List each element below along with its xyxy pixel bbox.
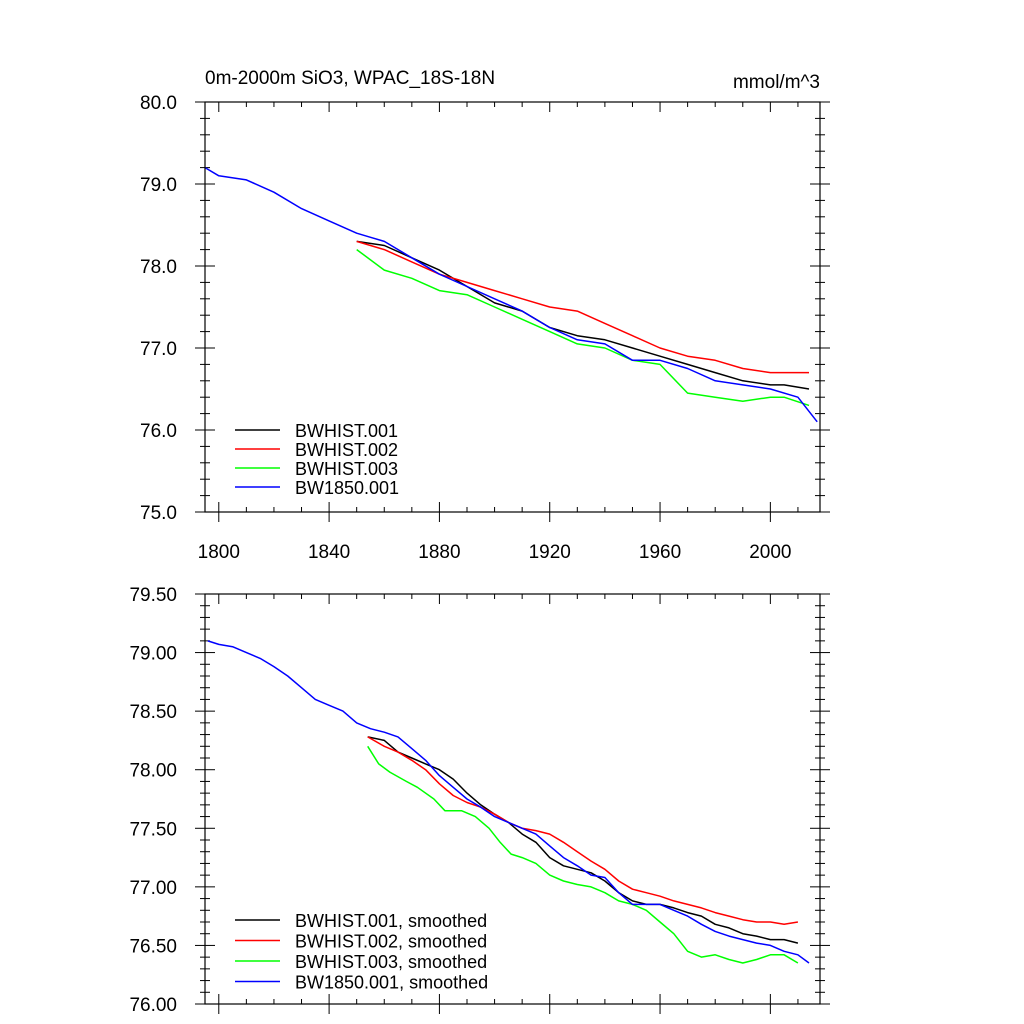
- bottom-panel: 76.00 76.50 77.00 77.50 78.00 78.50 79.00 79.50…: [129, 585, 830, 1016]
- bottom-legend-label: BW1850.001, smoothed: [295, 973, 488, 993]
- top-ytick-label: 79.0: [140, 175, 177, 196]
- top-legend-label: BWHIST.001: [295, 421, 398, 441]
- top-ytick-label: 75.0: [140, 503, 177, 524]
- bottom-ticks: 76.00 76.50 77.00 77.50 78.00 78.50 79.00 79.50: [129, 585, 830, 1016]
- top-legend-label: BWHIST.002: [295, 440, 398, 460]
- bottom-ytick-label: 78.50: [129, 702, 177, 723]
- top-legend-label: BWHIST.003: [295, 459, 398, 479]
- bottom-ytick-label: 76.50: [129, 936, 177, 957]
- top-xtick-label: 1880: [418, 542, 460, 563]
- top-ytick-label: 77.0: [140, 339, 177, 360]
- top-series-line: [204, 166, 818, 423]
- bottom-legend-label: BWHIST.002, smoothed: [295, 932, 487, 952]
- top-plot-frame: [204, 101, 821, 513]
- top-series-line: [356, 240, 809, 374]
- top-series-line: [356, 240, 810, 390]
- bottom-legend-label: BWHIST.003, smoothed: [295, 952, 487, 972]
- top-ytick-label: 76.0: [140, 421, 177, 442]
- bottom-legend-label: BWHIST.001, smoothed: [295, 911, 487, 931]
- bottom-plot-frame: [204, 593, 821, 1005]
- top-series: [204, 166, 818, 423]
- top-xtick-label: 2000: [749, 542, 791, 563]
- top-series-line: [356, 248, 810, 407]
- bottom-ytick-label: 77.50: [129, 819, 177, 840]
- top-ytick-label: 78.0: [140, 257, 177, 278]
- bottom-ytick-label: 78.00: [129, 761, 177, 782]
- bottom-series: [207, 640, 810, 964]
- top-xtick-label: 1920: [529, 542, 571, 563]
- bottom-series-line: [367, 745, 799, 964]
- top-units: mmol/m^3: [733, 72, 820, 93]
- top-title: 0m-2000m SiO3, WPAC_18S-18N: [205, 68, 495, 89]
- top-legend-label: BW1850.001: [295, 478, 399, 498]
- bottom-series-line: [367, 736, 799, 926]
- bottom-ytick-label: 79.50: [129, 585, 177, 606]
- top-xtick-label: 1960: [639, 542, 681, 563]
- bottom-ytick-label: 76.00: [129, 995, 177, 1016]
- top-panel: 0m-2000m SiO3, WPAC_18S-18N mmol/m^3 180…: [140, 68, 830, 563]
- top-xtick-label: 1800: [198, 542, 240, 563]
- top-ticks: 1800 1840 1880 1920 1960 2000 75.0 76.0 77.0 78.0…: [140, 93, 830, 563]
- top-ytick-label: 80.0: [140, 93, 177, 114]
- bottom-series-line: [207, 640, 810, 964]
- bottom-ytick-label: 79.00: [129, 644, 177, 665]
- top-xtick-label: 1840: [308, 542, 350, 563]
- bottom-ytick-label: 77.00: [129, 878, 177, 899]
